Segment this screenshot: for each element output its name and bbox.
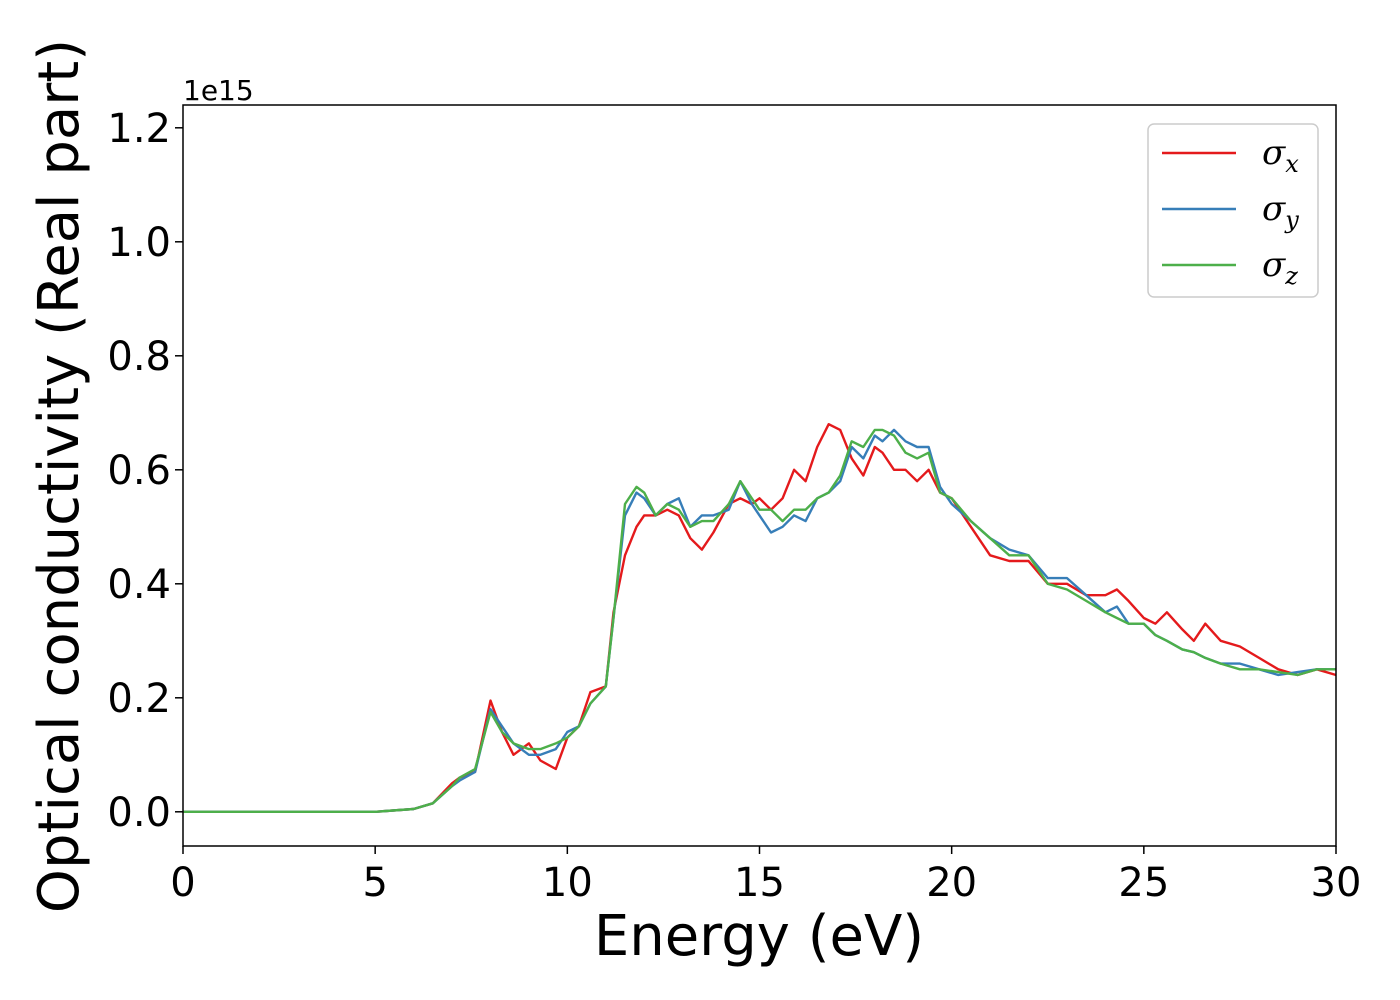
legend-label-x: σx [1262,133,1299,178]
legend-symbol: σ [1262,133,1286,173]
y-tick-label: 0.0 [107,790,171,836]
legend-subscript: x [1285,150,1299,178]
y-offset-label: 1e15 [183,74,254,107]
series-line-x [183,423,1337,813]
y-axis-title: Optical conductivity (Real part) [27,39,92,913]
legend-subscript: y [1284,206,1299,234]
x-axis-title: Energy (eV) [594,904,924,969]
y-axis-ticks: 0.0 0.2 0.4 0.6 0.8 1.0 1.2 [107,106,183,836]
y-tick-label: 1.0 [107,220,171,266]
x-axis-ticks: 0 5 10 15 20 25 30 [170,846,1361,906]
legend-label-y: σy [1262,189,1299,234]
legend-subscript: z [1284,262,1298,290]
legend-box [1147,123,1319,298]
series-layer [183,423,1337,813]
legend-symbol: σ [1262,189,1286,229]
y-tick-label: 1.2 [107,106,171,152]
y-tick-label: 0.6 [107,448,171,494]
y-tick-label: 0.2 [107,676,171,722]
x-tick-label: 5 [362,860,387,906]
x-tick-label: 0 [170,860,195,906]
plot-area [183,105,1336,846]
legend-symbol: σ [1262,245,1286,285]
y-tick-label: 0.4 [107,562,171,608]
x-tick-label: 15 [734,860,785,906]
y-tick-label: 0.8 [107,334,171,380]
series-line-z [183,428,1336,813]
x-tick-label: 10 [542,860,593,906]
legend-label-z: σz [1262,245,1298,290]
x-tick-label: 25 [1118,860,1169,906]
x-tick-label: 30 [1311,860,1362,906]
x-tick-label: 20 [926,860,977,906]
